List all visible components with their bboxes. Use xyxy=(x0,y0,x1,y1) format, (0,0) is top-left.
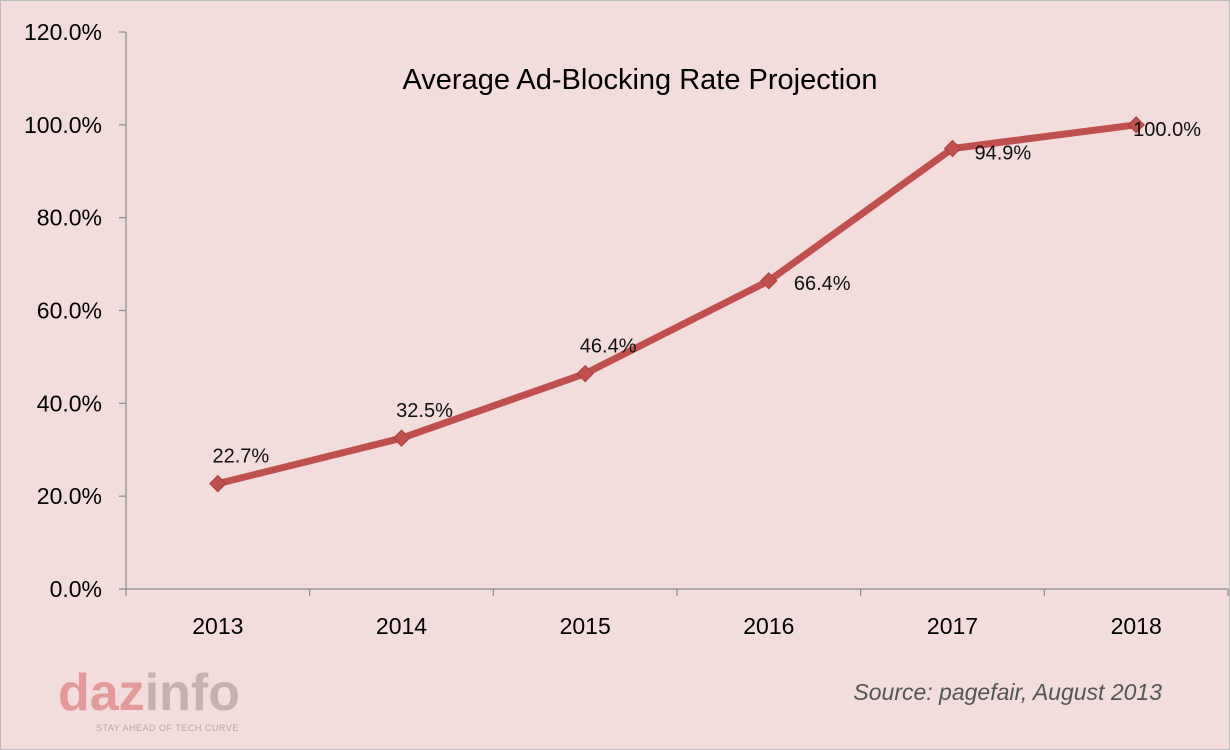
data-point-marker xyxy=(943,139,962,158)
y-tick-label: 40.0% xyxy=(37,390,102,416)
y-tick-label: 0.0% xyxy=(50,576,102,602)
x-tick-label: 2017 xyxy=(927,613,978,639)
data-label: 32.5% xyxy=(396,400,453,422)
logo-part-2: info xyxy=(145,664,240,722)
x-tick-label: 2015 xyxy=(560,613,611,639)
data-point-marker xyxy=(392,429,411,447)
data-point-marker xyxy=(760,272,778,290)
y-tick-label: 80.0% xyxy=(37,205,102,231)
x-tick-label: 2016 xyxy=(743,613,794,639)
logo-tagline: STAY AHEAD OF TECH CURVE xyxy=(96,723,239,733)
x-tick-label: 2018 xyxy=(1111,613,1162,639)
data-label: 66.4% xyxy=(794,273,851,295)
y-tick-label: 100.0% xyxy=(24,112,102,138)
data-point-marker xyxy=(1127,116,1145,134)
data-label: 100.0% xyxy=(1133,119,1201,141)
y-tick-label: 20.0% xyxy=(37,483,102,509)
chart-title: Average Ad-Blocking Rate Projection xyxy=(402,64,877,96)
data-label: 46.4% xyxy=(580,336,637,358)
series-line: 22.7% 32.5% 46.4% 66.4% 94.9% 100.0% xyxy=(209,116,1201,493)
y-tick-label: 60.0% xyxy=(37,298,102,324)
logo-text: dazinfo xyxy=(58,664,240,722)
source-note: Source: pagefair, August 2013 xyxy=(853,679,1162,705)
data-point-marker xyxy=(209,474,227,493)
logo-part-1: daz xyxy=(58,664,145,722)
data-label: 22.7% xyxy=(212,446,269,468)
dazeinfo-logo: dazinfo STAY AHEAD OF TECH CURVE xyxy=(58,664,240,733)
x-tick-label: 2013 xyxy=(192,613,243,639)
axes: 0.0% 20.0% 40.0% 60.0% 80.0% 100.0% 120.0% 2013… xyxy=(24,19,1229,639)
y-tick-label: 120.0% xyxy=(24,19,102,45)
data-label: 94.9% xyxy=(975,143,1032,165)
series-polyline xyxy=(214,121,1140,488)
x-tick-label: 2014 xyxy=(376,613,427,639)
data-point-marker xyxy=(576,364,594,383)
